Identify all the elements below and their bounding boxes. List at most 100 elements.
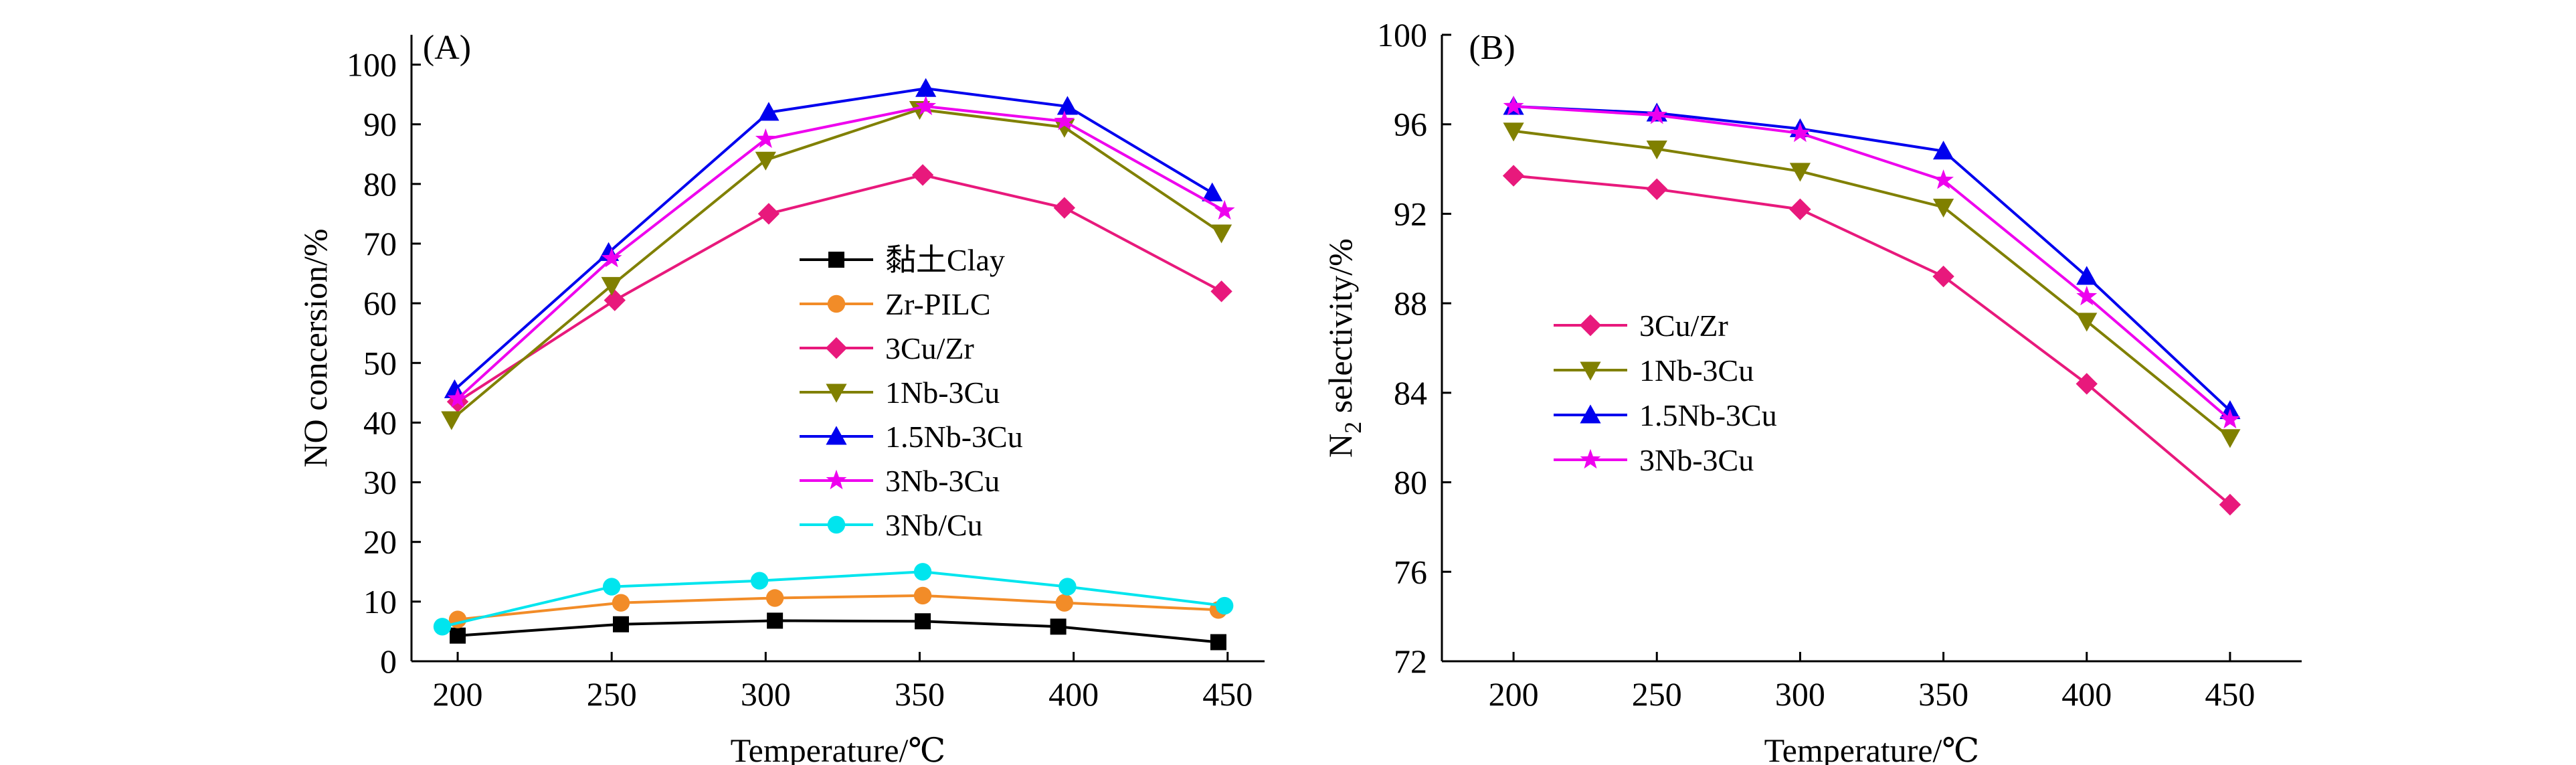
chart-panel-b: 72 76 80 84 88 92 96 100 200 250 300 350 400 450 Tempe… <box>1321 16 2302 765</box>
series-line <box>1513 129 2231 439</box>
legend-entry: Zr-PILC <box>800 287 991 321</box>
series-1nb-3cu <box>1503 122 2241 448</box>
y-tick-label: 84 <box>1394 374 1427 412</box>
marker-circle <box>1215 596 1234 615</box>
marker-triangle-down <box>601 276 622 296</box>
marker-diamond <box>2076 373 2098 395</box>
marker-circle <box>750 572 769 590</box>
y-tick-label: 30 <box>363 464 397 501</box>
series-line <box>457 619 1219 644</box>
marker-diamond <box>825 337 848 359</box>
marker-circle <box>765 589 784 607</box>
series-line <box>457 594 1219 621</box>
y-axis-label-main: N <box>1321 434 1359 458</box>
series-3cuzr <box>1502 165 2241 516</box>
y-tick-label: 80 <box>363 165 397 203</box>
legend-entry: 黏土Clay <box>800 243 1005 277</box>
marker-star <box>1503 95 1524 116</box>
series-3nb-3cu <box>447 95 1235 408</box>
series-3nb-3cu <box>1503 95 2241 429</box>
x-tick-label: 200 <box>433 675 483 713</box>
marker-diamond <box>604 289 626 311</box>
marker-star <box>915 95 937 116</box>
y-tick-label: 0 <box>380 643 397 680</box>
marker-triangle-up <box>758 102 779 121</box>
legend-entry: 3Cu/Zr <box>1554 309 1728 343</box>
y-axis-label-rest: selectivity/% <box>1321 238 1359 422</box>
y-tick-label: 40 <box>363 404 397 441</box>
marker-star <box>447 388 468 408</box>
series-clay <box>450 612 1226 651</box>
marker-circle <box>612 594 630 612</box>
series-line <box>1513 105 2231 412</box>
marker-star <box>601 248 622 268</box>
marker-triangle-down <box>1210 224 1232 244</box>
series-line <box>456 173 1222 403</box>
marker-triangle-up <box>826 426 847 445</box>
marker-square <box>1050 618 1067 635</box>
marker-circle <box>1055 594 1074 612</box>
x-tick-label: 200 <box>1489 675 1539 713</box>
legend-entry: 3Nb-3Cu <box>1554 443 1754 477</box>
legend-entry: 1Nb-3Cu <box>1554 353 1754 388</box>
marker-triangle-down <box>2219 429 2241 448</box>
y-tick-label: 50 <box>363 344 397 381</box>
marker-diamond <box>2219 493 2241 516</box>
marker-square <box>767 612 784 629</box>
legend-entry: 1.5Nb-3Cu <box>1554 398 1777 432</box>
legend-entry: 1.5Nb-3Cu <box>800 420 1023 454</box>
legend-entry: 3Nb-3Cu <box>800 464 1000 498</box>
marker-star <box>1933 169 1954 189</box>
marker-diamond <box>1932 265 1954 288</box>
chart-panel-a: 0 10 20 30 40 50 60 70 80 90 100 200 250 300 350 400 450… <box>296 29 1265 765</box>
marker-diamond <box>1502 165 1525 187</box>
series-line <box>1513 105 2231 421</box>
legend-label: 3Nb-3Cu <box>1639 443 1754 477</box>
x-tick-label: 450 <box>1202 675 1253 713</box>
marker-circle <box>913 586 932 605</box>
marker-triangle-up <box>2076 266 2098 285</box>
marker-diamond <box>1053 197 1076 219</box>
legend-label: 3Nb/Cu <box>885 508 983 542</box>
y-tick-label: 10 <box>363 583 397 620</box>
series-3nbcu <box>433 563 1234 636</box>
marker-triangle-up <box>1202 182 1223 201</box>
x-tick-label: 350 <box>895 675 945 713</box>
y-tick-label: 60 <box>363 284 397 322</box>
marker-diamond <box>1210 280 1232 303</box>
x-tick-label: 400 <box>1048 675 1099 713</box>
legend-label: Zr-PILC <box>885 287 991 321</box>
y-tick-label: 70 <box>363 225 397 262</box>
legend: 3Cu/Zr 1Nb-3Cu 1.5Nb-3Cu 3Nb-3Cu <box>1554 309 1777 477</box>
legend-entry: 1Nb-3Cu <box>800 375 1000 410</box>
y-axis-label: NO concersion/% <box>296 229 334 468</box>
marker-star <box>1646 104 1667 124</box>
marker-star <box>1054 110 1075 131</box>
y-tick-label: 90 <box>363 106 397 143</box>
marker-triangle-down <box>1789 163 1811 182</box>
x-tick-label: 250 <box>1632 675 1682 713</box>
marker-triangle-down <box>1503 122 1524 142</box>
marker-triangle-up <box>915 78 937 97</box>
marker-square <box>612 616 629 632</box>
y-axis-label: N2 selectivity/% <box>1321 238 1366 458</box>
y-tick-label: 100 <box>347 46 397 84</box>
marker-square <box>450 627 466 644</box>
marker-circle <box>1059 578 1077 596</box>
legend-label: 3Nb-3Cu <box>885 464 1000 498</box>
legend-label: 1Nb-3Cu <box>1639 353 1754 388</box>
x-tick-label: 300 <box>1775 675 1825 713</box>
series-3cuzr <box>446 164 1232 413</box>
series-line <box>450 108 1222 421</box>
marker-star <box>826 469 847 490</box>
y-tick-label: 76 <box>1394 553 1427 590</box>
legend-label: 1.5Nb-3Cu <box>1639 398 1777 432</box>
x-tick-label: 300 <box>741 675 791 713</box>
marker-triangle-down <box>755 151 776 171</box>
panel-label: (B) <box>1469 29 1515 67</box>
panel-label: (A) <box>423 29 471 67</box>
marker-triangle-up <box>1580 404 1601 424</box>
y-tick-label: 100 <box>1377 16 1427 54</box>
marker-circle <box>827 515 846 534</box>
